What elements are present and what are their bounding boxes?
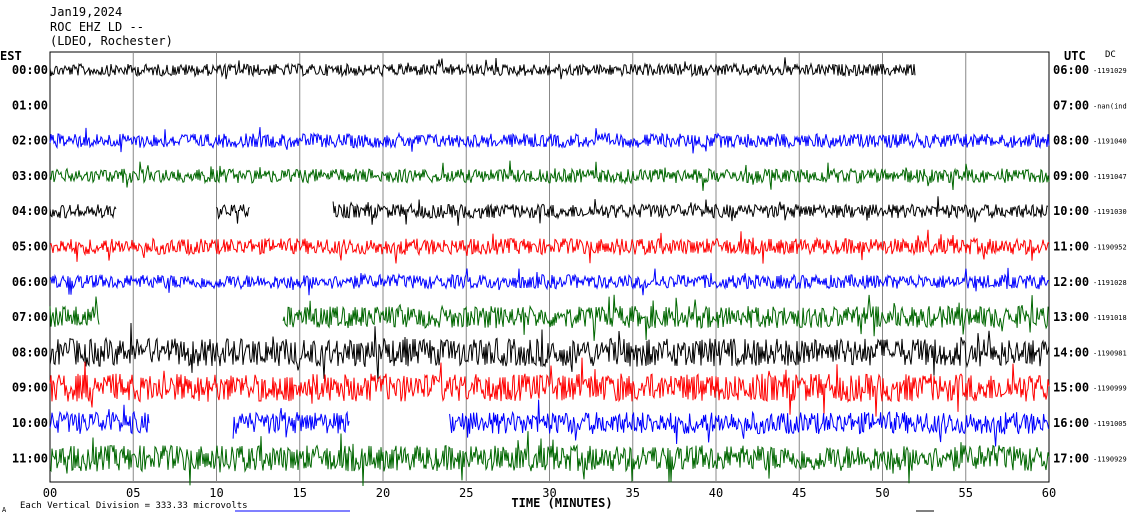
x-tick-label: 20 — [376, 486, 390, 500]
utc-hour-label: 09:00 — [1053, 169, 1089, 183]
utc-hour-label: 13:00 — [1053, 310, 1089, 324]
x-tick-label: 15 — [293, 486, 307, 500]
est-hour-label: 01:00 — [12, 98, 48, 112]
dc-offset-value: -1190981 — [1093, 349, 1127, 357]
est-hour-label: 00:00 — [12, 63, 48, 77]
seismic-trace — [232, 408, 350, 439]
seismic-trace — [49, 431, 1050, 487]
dc-offset-value: -1191047 — [1093, 173, 1127, 181]
seismic-trace — [49, 296, 100, 327]
dc-offset-value: -1190952 — [1093, 244, 1127, 252]
seismic-trace — [216, 204, 250, 224]
seismic-trace — [49, 204, 117, 220]
chart-network: (LDEO, Rochester) — [50, 34, 173, 48]
dc-offset-value: -1191028 — [1093, 279, 1127, 287]
x-tick-label: 10 — [209, 486, 223, 500]
utc-hour-label: 07:00 — [1053, 98, 1089, 112]
seismic-trace — [49, 127, 1050, 154]
utc-hour-label: 12:00 — [1053, 275, 1089, 289]
corner-mark: A — [2, 506, 7, 514]
seismic-trace — [49, 404, 150, 435]
utc-hour-label: 16:00 — [1053, 416, 1089, 430]
est-zone-label: EST — [0, 49, 22, 63]
utc-hour-label: 14:00 — [1053, 345, 1089, 359]
dc-offset-value: -1191018 — [1093, 314, 1127, 322]
x-axis-title: TIME (MINUTES) — [511, 496, 612, 510]
est-hour-label: 07:00 — [12, 310, 48, 324]
utc-hour-label: 10:00 — [1053, 204, 1089, 218]
dc-label: DC — [1105, 50, 1116, 60]
x-tick-label: 30 — [542, 486, 556, 500]
chart-station: ROC EHZ LD -- — [50, 20, 144, 34]
utc-hour-label: 06:00 — [1053, 63, 1089, 77]
utc-hour-label: 17:00 — [1053, 451, 1089, 465]
est-hour-label: 06:00 — [12, 275, 48, 289]
seismic-trace — [49, 357, 1050, 417]
dc-offset-value: -1190929 — [1093, 455, 1127, 463]
seismic-trace — [282, 294, 1049, 341]
est-hour-label: 03:00 — [12, 169, 48, 183]
division-note: Each Vertical Division = 333.33 microvol… — [20, 501, 248, 511]
seismic-trace — [49, 322, 1050, 382]
utc-zone-label: UTC — [1064, 49, 1086, 63]
chart-date: Jan19,2024 — [50, 5, 122, 19]
x-tick-label: 40 — [709, 486, 723, 500]
x-tick-labels: 00 05 10 15 20 25 30 35 40 45 50 55 60 — [43, 486, 1056, 500]
dc-offset-value: -1190999 — [1093, 385, 1127, 393]
est-hour-label: 11:00 — [12, 451, 48, 465]
seismic-trace — [49, 57, 916, 80]
trace-group — [49, 57, 1050, 487]
utc-hour-label: 08:00 — [1053, 134, 1089, 148]
dc-offset-value: -1191029 — [1093, 67, 1127, 75]
est-hour-label: 02:00 — [12, 134, 48, 148]
utc-hour-label: 15:00 — [1053, 381, 1089, 395]
x-tick-label: 50 — [875, 486, 889, 500]
grid-lines — [132, 52, 967, 482]
x-tick-label: 05 — [126, 486, 140, 500]
x-tick-label: 60 — [1042, 486, 1056, 500]
seismic-trace — [49, 160, 1050, 191]
x-tick-label: 25 — [459, 486, 473, 500]
seismic-trace — [49, 229, 1050, 264]
dc-offset-value: -1191030 — [1093, 208, 1127, 216]
est-hour-label: 04:00 — [12, 204, 48, 218]
dc-offset-value: -nan(ind — [1093, 102, 1127, 110]
x-tick-label: 55 — [959, 486, 973, 500]
seismic-trace — [449, 399, 1050, 447]
dc-offset-value: -1191005 — [1093, 420, 1127, 428]
est-hour-label: 10:00 — [12, 416, 48, 430]
est-hour-label: 05:00 — [12, 240, 48, 254]
seismic-trace — [49, 267, 1049, 296]
est-hour-label: 08:00 — [12, 345, 48, 359]
x-tick-label: 45 — [792, 486, 806, 500]
seismic-trace — [332, 196, 1049, 226]
x-tick-label: 35 — [626, 486, 640, 500]
x-tick-label: 00 — [43, 486, 57, 500]
est-hour-label: 09:00 — [12, 381, 48, 395]
utc-hour-label: 11:00 — [1053, 240, 1089, 254]
row-labels: 00:00 06:00 -1191029 01:00 07:00 -nan(ind 02:0… — [12, 63, 1127, 465]
dc-offset-value: -1191040 — [1093, 138, 1127, 146]
